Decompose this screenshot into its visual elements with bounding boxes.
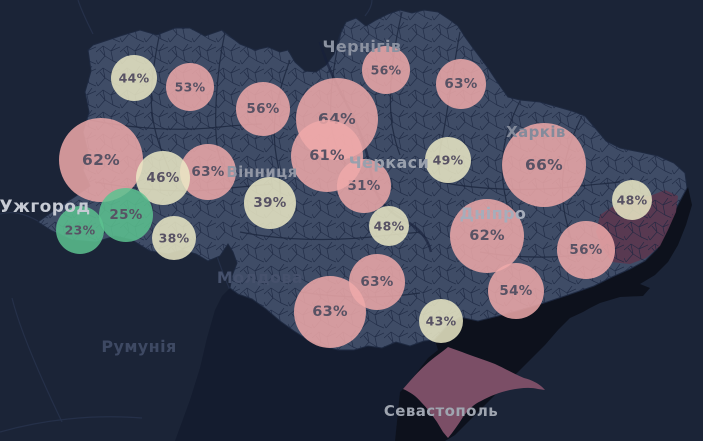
black-sea <box>175 288 438 441</box>
bubble-value: 63% <box>444 76 477 92</box>
bubble-value: 56% <box>246 101 279 117</box>
bubble-circle[interactable] <box>436 59 486 109</box>
bubble-circle[interactable] <box>111 55 157 101</box>
map-bubble[interactable]: 54% <box>488 263 544 319</box>
bubble-circle[interactable] <box>236 82 290 136</box>
bubble-circle[interactable] <box>502 123 586 207</box>
bubble-value: 48% <box>374 219 405 234</box>
map-place-label: Чернігів <box>323 37 402 56</box>
map-bubble[interactable]: 63% <box>180 144 236 200</box>
bubble-circle[interactable] <box>419 299 463 343</box>
bubble-circle[interactable] <box>291 120 363 192</box>
bubble-circle[interactable] <box>56 206 104 254</box>
map-bubble[interactable]: 66% <box>502 123 586 207</box>
bubble-circle[interactable] <box>362 46 410 94</box>
map-bubble[interactable]: 63% <box>294 276 366 348</box>
bubble-value: 63% <box>312 304 348 320</box>
bubble-circle[interactable] <box>152 216 196 260</box>
map-bubble[interactable]: 49% <box>425 137 471 183</box>
bubble-value: 53% <box>175 80 206 95</box>
map-bubble[interactable]: 44% <box>111 55 157 101</box>
bubble-circle[interactable] <box>349 254 405 310</box>
map-bubble[interactable]: 38% <box>152 216 196 260</box>
bubble-value: 49% <box>433 153 464 168</box>
map-bubble[interactable]: 46% <box>136 151 190 205</box>
bubble-value: 48% <box>617 193 648 208</box>
map-bubble[interactable]: 56% <box>557 221 615 279</box>
bubble-circle[interactable] <box>136 151 190 205</box>
map-place-label: Черкаси <box>349 153 429 172</box>
map-bubble[interactable]: 25% <box>99 188 153 242</box>
place-labels-layer: Чернігів Харків Ужгород Вінниця Черкаси Дніпр… <box>0 37 566 420</box>
bubble-value: 62% <box>469 228 505 244</box>
bubble-value: 56% <box>371 63 402 78</box>
bubble-value: 23% <box>65 223 96 238</box>
map-bubble[interactable]: 39% <box>244 177 296 229</box>
bubble-circle[interactable] <box>180 144 236 200</box>
bubble-value: 43% <box>426 314 457 329</box>
map-bubble[interactable]: 56% <box>362 46 410 94</box>
map-bubble[interactable]: 43% <box>419 299 463 343</box>
crimea-region <box>403 347 545 438</box>
bubble-circle[interactable] <box>369 206 409 246</box>
map-bubble[interactable]: 56% <box>236 82 290 136</box>
map-bubble[interactable]: 63% <box>436 59 486 109</box>
bubble-value: 66% <box>525 156 563 174</box>
bubble-value: 25% <box>109 207 142 223</box>
bubbles-layer: 44%53%56%56%63%64%51%61% 49%62%63%46%66%4… <box>56 46 652 348</box>
map-bubble[interactable]: 62% <box>450 199 524 273</box>
bubble-circle[interactable] <box>294 276 366 348</box>
bubble-circle[interactable] <box>450 199 524 273</box>
bubble-value: 38% <box>159 231 190 246</box>
bubble-circle[interactable] <box>557 221 615 279</box>
map-bubble[interactable]: 61% <box>291 120 363 192</box>
map-bubble[interactable]: 23% <box>56 206 104 254</box>
bubble-circle[interactable] <box>488 263 544 319</box>
bubble-circle[interactable] <box>166 63 214 111</box>
map-place-label: Ужгород <box>0 197 90 217</box>
bubble-circle[interactable] <box>425 137 471 183</box>
bubble-value: 56% <box>569 242 602 258</box>
bubble-circle[interactable] <box>612 180 652 220</box>
bubble-value: 39% <box>253 195 286 211</box>
bubble-value: 51% <box>347 178 380 194</box>
map-place-label: Дніпро <box>460 204 527 223</box>
map-place-label: Харків <box>506 123 566 141</box>
map-bubble[interactable]: 53% <box>166 63 214 111</box>
bubble-value: 62% <box>82 151 120 169</box>
map-bubble[interactable]: 48% <box>612 180 652 220</box>
bubble-value: 63% <box>191 164 224 180</box>
bubble-value: 54% <box>499 283 532 299</box>
map-place-label: Румунія <box>101 337 176 356</box>
bubble-value: 63% <box>360 274 393 290</box>
map-bubble[interactable]: 48% <box>369 206 409 246</box>
bubble-value: 46% <box>146 170 179 186</box>
map-bubble[interactable]: 63% <box>349 254 405 310</box>
bubble-circle[interactable] <box>59 118 143 202</box>
map-place-label: Севастополь <box>384 402 498 420</box>
map-place-label: Молдова <box>217 268 303 287</box>
bubble-value: 61% <box>309 148 345 164</box>
bubble-circle[interactable] <box>99 188 153 242</box>
map-place-label: Вінниця <box>226 163 297 181</box>
bubble-circle[interactable] <box>244 177 296 229</box>
map-bubble[interactable]: 62% <box>59 118 143 202</box>
bubble-value: 44% <box>119 71 150 86</box>
